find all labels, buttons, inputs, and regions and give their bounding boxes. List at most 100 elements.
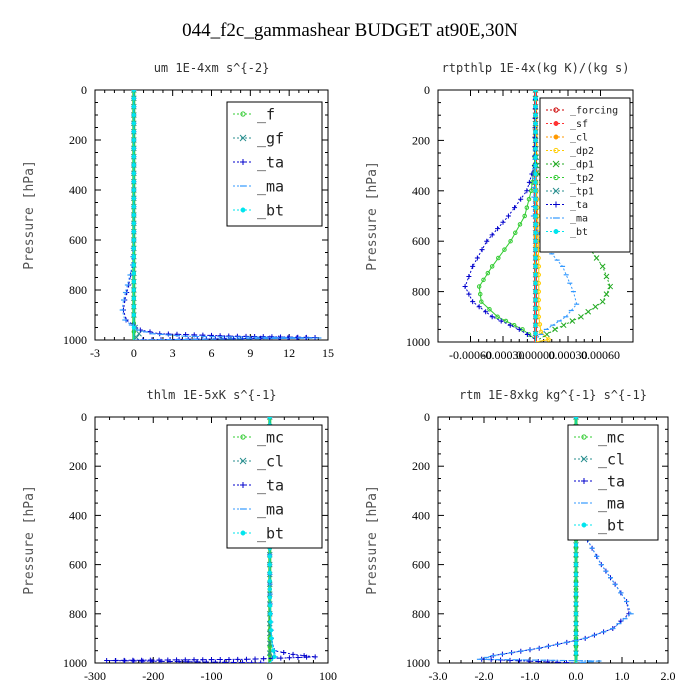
legend-label: _sf — [570, 119, 588, 130]
marker — [235, 656, 241, 662]
x-tick-label: 0.0 — [569, 669, 584, 683]
marker — [573, 631, 579, 636]
marker — [131, 204, 136, 209]
marker — [578, 313, 584, 320]
x-tick-label: -3 — [90, 346, 100, 360]
marker — [573, 611, 579, 616]
legend-label: _bt — [570, 227, 588, 238]
y-tick-label: 0 — [424, 410, 430, 424]
x-tick-label: 9 — [247, 346, 253, 360]
marker — [267, 417, 272, 420]
marker — [281, 650, 287, 656]
marker — [131, 296, 136, 301]
x-tick-label: 2.0 — [661, 669, 676, 683]
y-tick-label: 200 — [412, 133, 430, 147]
marker — [131, 196, 136, 201]
x-tick-label: 0.00030 — [549, 348, 588, 362]
marker — [533, 289, 538, 294]
marker — [489, 264, 495, 269]
marker — [267, 644, 272, 649]
marker — [512, 205, 518, 211]
marker — [581, 434, 587, 440]
panel-title: rtm 1E-8xkg kg^{-1} s^{-1} — [459, 388, 647, 402]
marker — [182, 657, 188, 663]
y-tick-label: 200 — [69, 459, 87, 473]
marker — [533, 255, 538, 261]
y-tick-label: 600 — [412, 558, 430, 572]
marker — [474, 255, 480, 261]
marker — [212, 659, 218, 663]
marker — [466, 291, 472, 297]
y-tick-label: 1000 — [63, 333, 87, 347]
x-tick-label: -0.00060 — [449, 348, 492, 362]
legend-label: _dp1 — [570, 160, 594, 171]
marker — [131, 154, 136, 159]
series-line-tp2 — [478, 90, 536, 340]
marker — [607, 283, 614, 290]
marker — [271, 648, 276, 653]
marker — [131, 90, 136, 93]
marker — [532, 90, 539, 93]
marker — [533, 331, 538, 336]
marker — [479, 247, 485, 253]
marker — [573, 651, 579, 656]
marker — [131, 171, 136, 176]
x-tick-label: -0.00030 — [482, 348, 525, 362]
marker — [131, 246, 136, 251]
y-tick-label: 800 — [412, 607, 430, 621]
marker — [479, 299, 484, 304]
marker — [573, 562, 579, 567]
legend-label: _tp2 — [570, 173, 594, 184]
y-axis-label: Pressure [hPa] — [365, 485, 380, 595]
series-group — [119, 90, 322, 340]
marker — [261, 656, 267, 662]
x-tick-label: 1.0 — [615, 669, 630, 683]
x-tick-label: -3.0 — [429, 669, 448, 683]
marker — [533, 264, 538, 269]
marker — [495, 314, 500, 320]
legend-label: _cl — [570, 133, 588, 144]
marker — [234, 333, 240, 339]
marker — [231, 659, 237, 663]
y-axis-label: Pressure [hPa] — [22, 485, 37, 595]
marker — [553, 121, 559, 126]
marker — [533, 121, 538, 126]
panel-um: um 1E-4xm s^{-2} Pressure [hPa] 0 200 400 600… — [22, 61, 334, 360]
marker — [249, 660, 255, 663]
marker — [524, 205, 530, 210]
marker — [140, 658, 146, 663]
marker — [599, 298, 606, 305]
marker — [533, 297, 538, 303]
marker — [104, 658, 110, 663]
marker — [203, 659, 209, 663]
marker — [240, 530, 246, 536]
marker — [581, 478, 587, 484]
marker — [194, 659, 200, 663]
marker — [533, 180, 538, 185]
marker — [149, 658, 155, 663]
marker — [533, 96, 538, 101]
marker — [489, 232, 495, 238]
marker — [278, 655, 284, 661]
panel-rtpthlp: rtpthlp 1E-4x(kg K)/(kg s) Pressure [hPa]… — [365, 61, 634, 362]
marker — [226, 333, 232, 339]
marker — [304, 654, 310, 660]
marker — [537, 322, 543, 327]
x-tick-label: -300 — [84, 669, 106, 683]
marker — [217, 657, 223, 663]
marker — [603, 273, 610, 280]
marker — [269, 636, 274, 641]
marker — [522, 213, 527, 219]
marker — [552, 187, 560, 195]
x-tick-label: -1.0 — [521, 669, 540, 683]
legend-box — [567, 424, 659, 541]
x-tick-label: -200 — [142, 669, 164, 683]
marker — [533, 230, 538, 235]
marker — [505, 213, 511, 219]
marker — [267, 562, 272, 567]
marker — [131, 221, 136, 226]
marker — [131, 121, 136, 126]
marker — [573, 542, 579, 548]
marker — [533, 306, 538, 311]
marker — [133, 334, 140, 340]
